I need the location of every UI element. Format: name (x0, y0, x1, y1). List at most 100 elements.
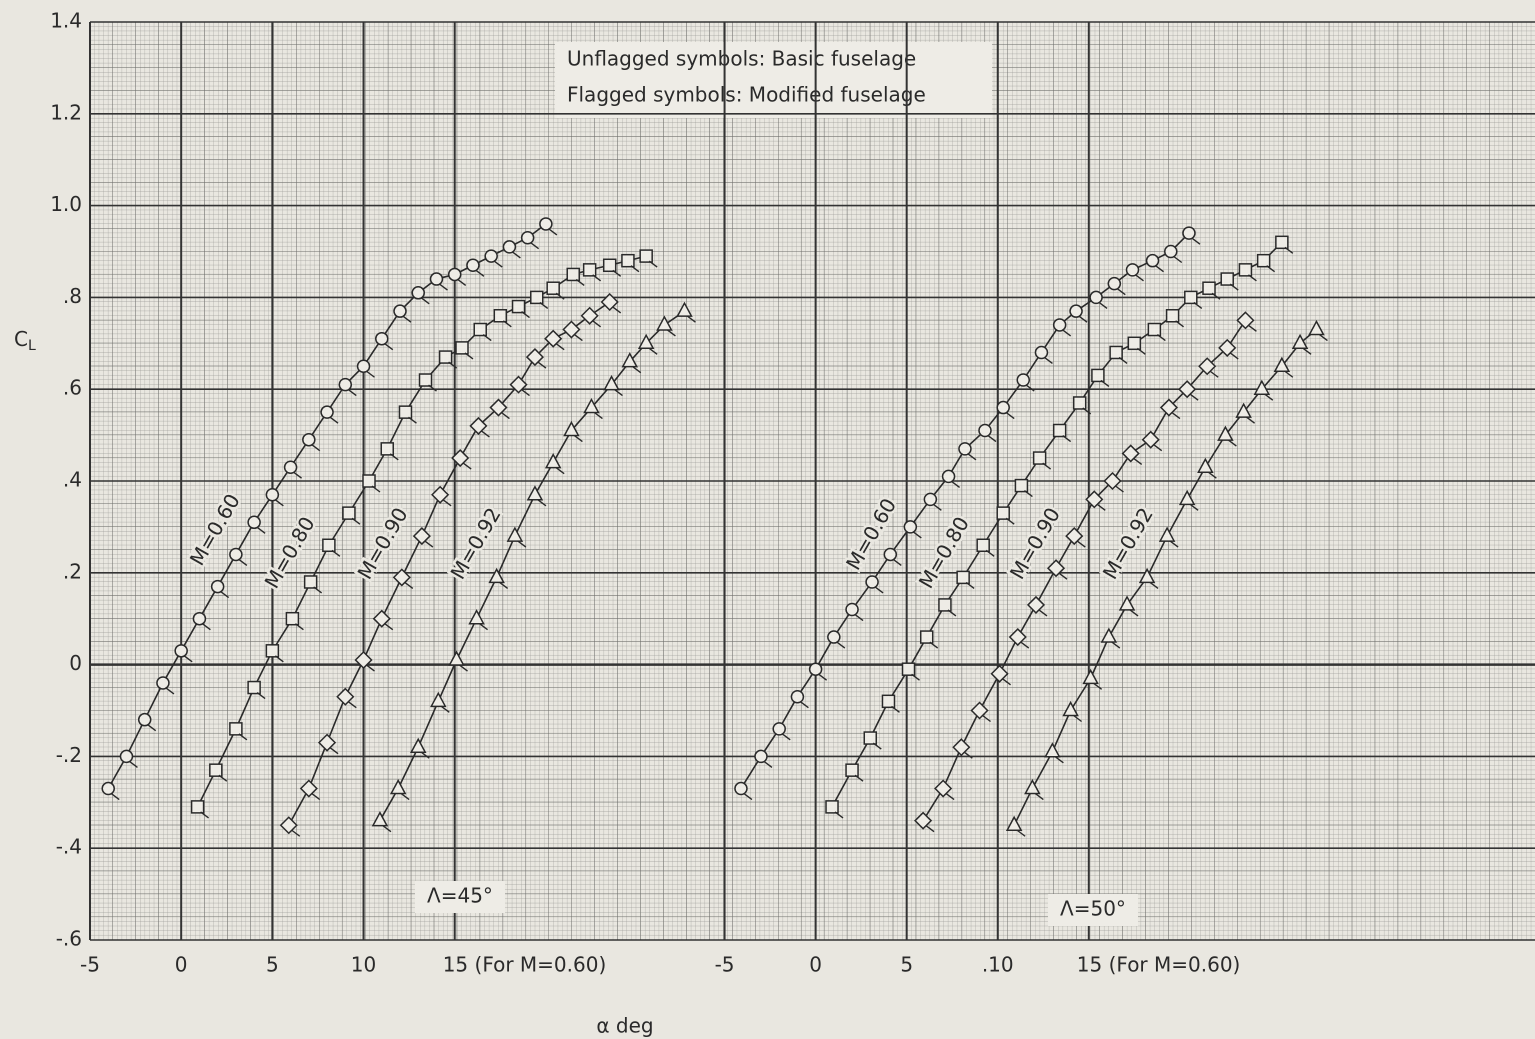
marker (283, 460, 298, 474)
annotation: Λ=45° (427, 884, 493, 908)
marker (544, 329, 563, 348)
marker (845, 763, 859, 777)
flag (836, 641, 846, 649)
flag (501, 412, 510, 420)
marker (1197, 457, 1214, 473)
flag (404, 581, 414, 589)
marker (978, 423, 992, 438)
marker (1046, 559, 1066, 578)
flag (482, 333, 492, 342)
flag (967, 453, 977, 461)
marker (1253, 379, 1271, 395)
flag (530, 242, 540, 250)
flag (1191, 237, 1201, 245)
marker (455, 341, 469, 355)
marker (354, 650, 373, 670)
marker (1065, 527, 1084, 546)
flag (1189, 503, 1199, 511)
marker (1069, 304, 1083, 318)
marker (1141, 430, 1160, 449)
marker (952, 738, 971, 757)
flag (575, 278, 585, 287)
marker (1125, 263, 1140, 277)
flag (1116, 288, 1126, 296)
x-tick-label: 5 (266, 953, 279, 977)
y-tick-label: .8 (63, 284, 82, 308)
marker (371, 811, 389, 827)
marker (1052, 318, 1067, 332)
marker (1034, 345, 1049, 360)
flag (1100, 379, 1110, 387)
flag (110, 792, 120, 801)
marker (827, 630, 841, 644)
marker (1184, 290, 1198, 305)
flag (366, 664, 375, 672)
flag (648, 260, 658, 268)
y-tick-label: 0 (69, 651, 82, 675)
flag (630, 265, 640, 273)
marker (825, 800, 839, 814)
flag (1264, 393, 1274, 401)
flag (428, 384, 437, 392)
y-tick-label: -.2 (56, 743, 82, 767)
flag (439, 283, 448, 291)
marker (1005, 815, 1023, 831)
marker (466, 258, 480, 273)
marker (1145, 253, 1160, 268)
flag (442, 499, 452, 507)
flag (1002, 678, 1011, 686)
y-tick-label: .6 (63, 376, 82, 400)
flag (987, 434, 997, 443)
marker (156, 676, 170, 690)
marker (1014, 478, 1029, 493)
flag (874, 586, 884, 594)
flag (1135, 274, 1144, 282)
marker (451, 448, 470, 468)
flag (1284, 370, 1294, 378)
flag (781, 733, 791, 741)
marker (903, 520, 918, 534)
marker (602, 258, 617, 273)
flag (256, 691, 266, 700)
marker (1089, 290, 1103, 305)
marker (919, 630, 934, 644)
flag (1266, 265, 1276, 273)
marker (525, 348, 545, 367)
marker (865, 575, 879, 589)
flag (331, 549, 341, 557)
flag (384, 343, 394, 351)
marker (1256, 253, 1271, 268)
flag (911, 673, 920, 681)
flag (555, 467, 565, 475)
marker (563, 420, 580, 437)
flag (457, 278, 467, 287)
marker (996, 506, 1010, 520)
marker (1273, 356, 1291, 372)
marker (1082, 668, 1099, 685)
flag (1156, 333, 1166, 342)
flag (384, 623, 394, 631)
marker (1202, 281, 1216, 295)
flag (539, 301, 549, 309)
flag (666, 329, 676, 337)
marker (484, 249, 498, 263)
flag (1096, 503, 1106, 511)
marker (356, 359, 371, 373)
flag (1153, 444, 1163, 452)
flag (648, 347, 658, 355)
flag (799, 701, 809, 709)
marker (1165, 309, 1180, 323)
marker (845, 602, 859, 617)
flag (594, 412, 603, 420)
flag (462, 462, 472, 470)
marker (1100, 627, 1118, 643)
flag (475, 269, 485, 277)
marker (1016, 373, 1030, 387)
marker (580, 306, 599, 325)
flag (238, 733, 248, 741)
marker (192, 611, 207, 626)
flag (573, 434, 583, 443)
marker (393, 304, 407, 318)
marker (772, 722, 786, 736)
